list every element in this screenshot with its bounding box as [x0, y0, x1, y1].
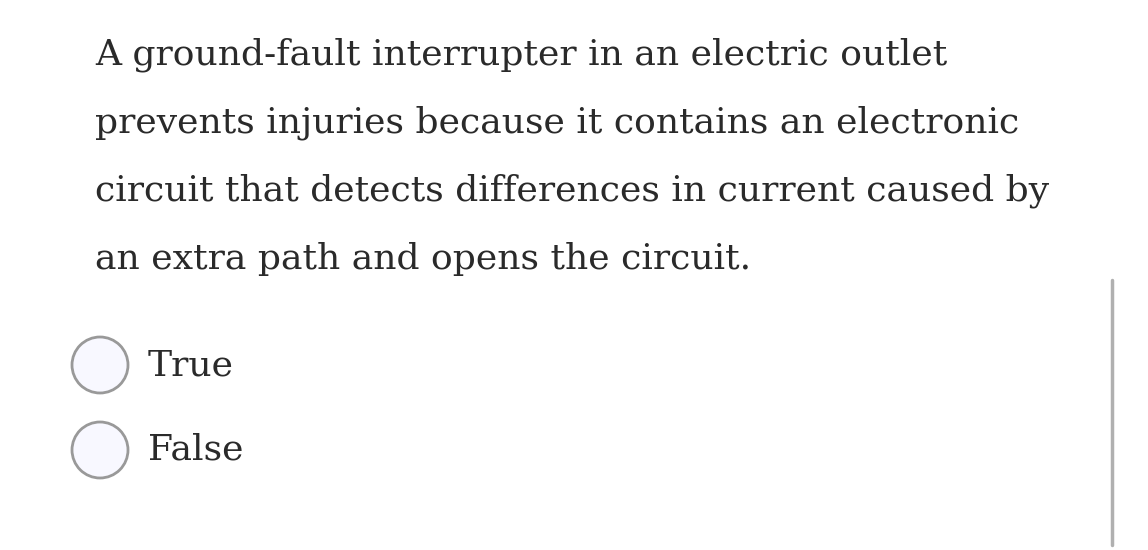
Ellipse shape: [72, 337, 127, 393]
Text: False: False: [148, 433, 243, 467]
Text: A ground-fault interrupter in an electric outlet: A ground-fault interrupter in an electri…: [95, 38, 947, 73]
Text: True: True: [148, 348, 234, 382]
Ellipse shape: [72, 422, 127, 478]
Text: circuit that detects differences in current caused by: circuit that detects differences in curr…: [95, 174, 1049, 208]
Text: prevents injuries because it contains an electronic: prevents injuries because it contains an…: [95, 106, 1019, 140]
Text: an extra path and opens the circuit.: an extra path and opens the circuit.: [95, 242, 751, 276]
